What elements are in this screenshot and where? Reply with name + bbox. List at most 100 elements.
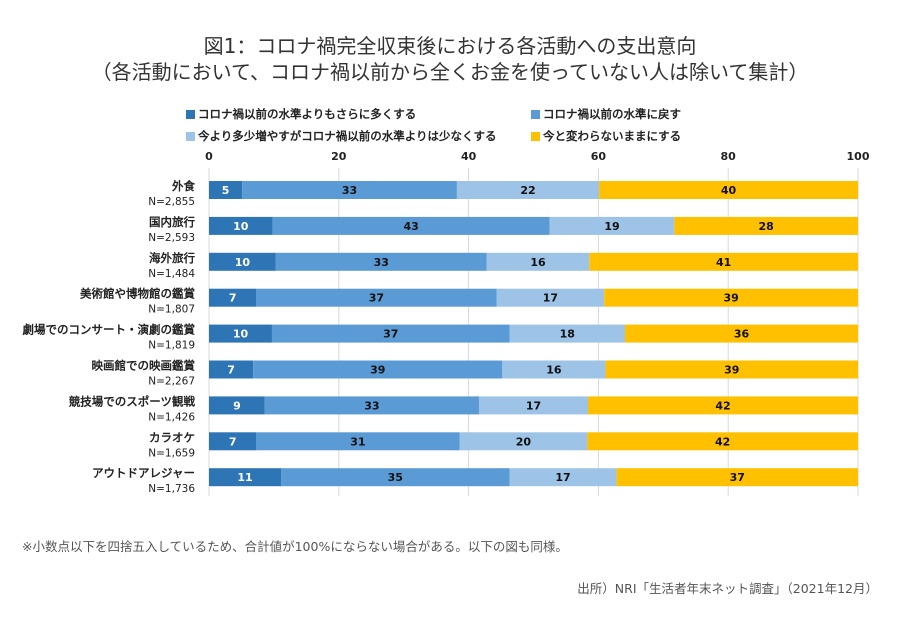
bar-segment [587,432,858,451]
legend-swatch-icon [531,131,540,141]
sample-size-label: N=2,267 [148,376,195,388]
data-label: 10 [233,328,249,341]
bar-segment [674,216,858,235]
data-label: 41 [716,256,731,269]
data-label: 37 [369,292,384,305]
legend-item-less: 今より多少増やすがコロナ禍以前の水準よりは少なくする [186,128,497,144]
bar-segment [599,181,858,199]
bar-segment [242,181,457,199]
data-label: 37 [730,471,745,484]
data-label: 16 [530,256,546,269]
data-label: 39 [723,292,738,305]
bar-segment [589,252,858,271]
sample-size-label: N=1,819 [148,340,195,352]
x-tick-label: 60 [591,150,607,163]
data-label: 40 [721,184,737,197]
data-label: 33 [342,184,357,197]
sample-size-label: N=1,659 [148,447,195,459]
bar-segment [509,468,617,487]
bar-segment [209,432,257,451]
category-label: 劇場でのコンサート・演劇の鑑賞 [23,323,196,337]
data-label: 35 [388,471,403,484]
bar-segment [502,360,606,379]
x-tick-label: 20 [331,150,347,163]
bar-segment [616,468,858,487]
chart-title: 図1：コロナ禍完全収束後における各活動への支出意向 [203,34,697,58]
footnote: ※小数点以下を四捨五入しているため、合計値が100%にならない場合がある。以下の… [22,539,568,554]
sample-size-label: N=1,807 [148,304,195,316]
bar-segment [486,252,590,271]
bar-segment [209,181,243,199]
data-label: 7 [229,435,237,448]
data-label: 7 [229,292,237,305]
data-label: 10 [235,256,251,269]
source-note: 出所）NRI「生活者年末ネット調査」（2021年12月） [577,581,878,596]
bar-segment [209,288,257,307]
bar-segment [605,360,858,379]
bar-segment [209,252,276,271]
bar-segment [281,468,510,487]
data-label: 39 [724,364,739,377]
bar-segment [264,396,479,415]
bar-segment [209,216,273,235]
data-label: 18 [560,328,575,341]
data-label: 19 [604,220,619,233]
bar-segment [549,216,675,235]
bar-segment [604,288,858,307]
bar-segment [588,396,858,415]
bar-segment [459,432,588,451]
data-label: 28 [759,220,774,233]
data-label: 17 [543,292,558,305]
data-label: 43 [404,220,419,233]
sample-size-label: N=1,426 [148,411,195,423]
sample-size-label: N=2,593 [148,232,195,244]
legend-swatch-icon [186,109,195,119]
data-label: 9 [233,399,241,412]
data-label: 17 [526,399,541,412]
bar-segment [478,396,589,415]
x-tick-label: 80 [721,150,737,163]
bar-segment [256,288,497,307]
data-label: 42 [715,399,730,412]
legend-label: 今と変わらないままにする [543,129,682,143]
data-label: 11 [237,471,252,484]
legend-label: コロナ禍以前の水準に戻す [543,107,681,121]
legend-item-more: コロナ禍以前の水準よりもさらに多くする [186,106,416,122]
bar-segment [456,181,600,199]
bar-segment [253,360,503,379]
x-tick-label: 100 [847,150,870,163]
category-label: 国内旅行 [149,215,195,229]
data-label: 33 [374,256,389,269]
legend-swatch-icon [531,109,540,119]
category-label: 映画館での映画鑑賞 [92,359,196,373]
data-label: 39 [370,364,385,377]
bar-segment [509,324,626,343]
x-tick-label: 40 [461,150,477,163]
data-label: 37 [383,328,398,341]
legend-label: コロナ禍以前の水準よりもさらに多くする [198,107,417,121]
bar-segment [496,288,605,307]
bar-segment [625,324,858,343]
bar-segment [256,432,460,451]
data-label: 16 [546,364,562,377]
category-label: アウトドアレジャー [92,466,195,480]
x-tick-label: 0 [205,150,213,163]
bar-segment [272,216,550,235]
legend-swatch-icon [186,131,195,141]
data-label: 20 [516,435,532,448]
bar-segment [209,360,254,379]
sample-size-label: N=1,736 [148,483,195,495]
legend-item-same: 今と変わらないままにする [531,128,681,144]
bar-segment [271,324,510,343]
legend-label: 今より多少増やすがコロナ禍以前の水準よりは少なくする [198,129,497,143]
category-label: カラオケ [149,430,195,444]
category-label: 競技場でのスポーツ観戦 [69,394,196,408]
data-label: 33 [364,399,379,412]
bar-segment [209,396,265,415]
data-label: 42 [715,435,730,448]
data-label: 17 [555,471,570,484]
data-label: 7 [227,364,235,377]
data-label: 22 [520,184,535,197]
legend-item-restore: コロナ禍以前の水準に戻す [531,106,681,122]
